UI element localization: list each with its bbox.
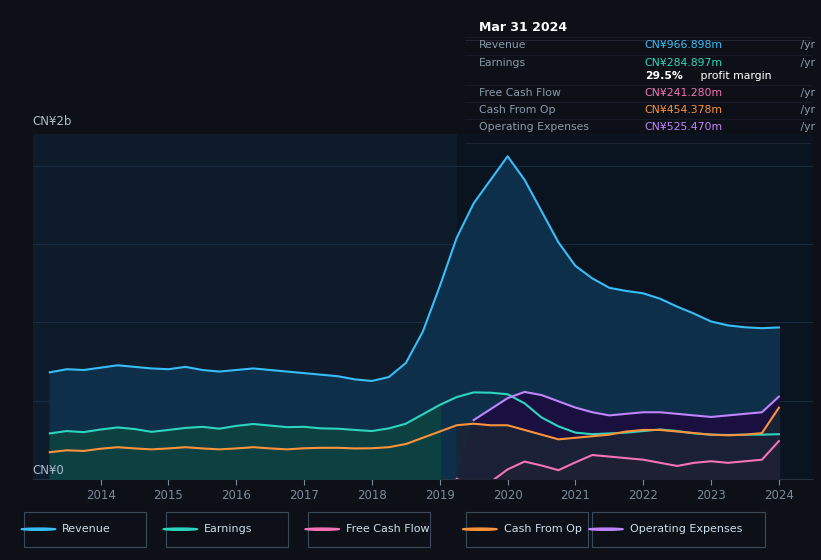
Text: CN¥966.898m: CN¥966.898m xyxy=(644,40,722,50)
Text: Operating Expenses: Operating Expenses xyxy=(630,524,742,534)
Circle shape xyxy=(305,528,340,530)
Text: Earnings: Earnings xyxy=(204,524,253,534)
Text: 29.5%: 29.5% xyxy=(644,71,683,81)
Text: /yr: /yr xyxy=(797,88,815,98)
Text: Revenue: Revenue xyxy=(62,524,111,534)
Text: CN¥284.897m: CN¥284.897m xyxy=(644,58,722,68)
Text: Earnings: Earnings xyxy=(479,58,525,68)
Text: Free Cash Flow: Free Cash Flow xyxy=(479,88,561,98)
Text: CN¥454.378m: CN¥454.378m xyxy=(644,105,722,115)
Circle shape xyxy=(21,528,56,530)
Text: CN¥241.280m: CN¥241.280m xyxy=(644,88,723,98)
Circle shape xyxy=(163,528,198,530)
Text: Operating Expenses: Operating Expenses xyxy=(479,122,589,132)
Text: CN¥0: CN¥0 xyxy=(33,464,65,477)
Text: CN¥2b: CN¥2b xyxy=(33,114,72,128)
Text: Cash From Op: Cash From Op xyxy=(503,524,581,534)
Text: CN¥525.470m: CN¥525.470m xyxy=(644,122,723,132)
Text: Free Cash Flow: Free Cash Flow xyxy=(346,524,429,534)
Text: Revenue: Revenue xyxy=(479,40,526,50)
Bar xyxy=(456,134,813,479)
Text: Mar 31 2024: Mar 31 2024 xyxy=(479,21,566,34)
Text: /yr: /yr xyxy=(797,122,815,132)
Circle shape xyxy=(462,528,498,530)
Circle shape xyxy=(589,528,623,530)
Text: /yr: /yr xyxy=(797,58,815,68)
Text: Cash From Op: Cash From Op xyxy=(479,105,555,115)
Text: /yr: /yr xyxy=(797,105,815,115)
Text: profit margin: profit margin xyxy=(697,71,771,81)
Text: /yr: /yr xyxy=(797,40,815,50)
